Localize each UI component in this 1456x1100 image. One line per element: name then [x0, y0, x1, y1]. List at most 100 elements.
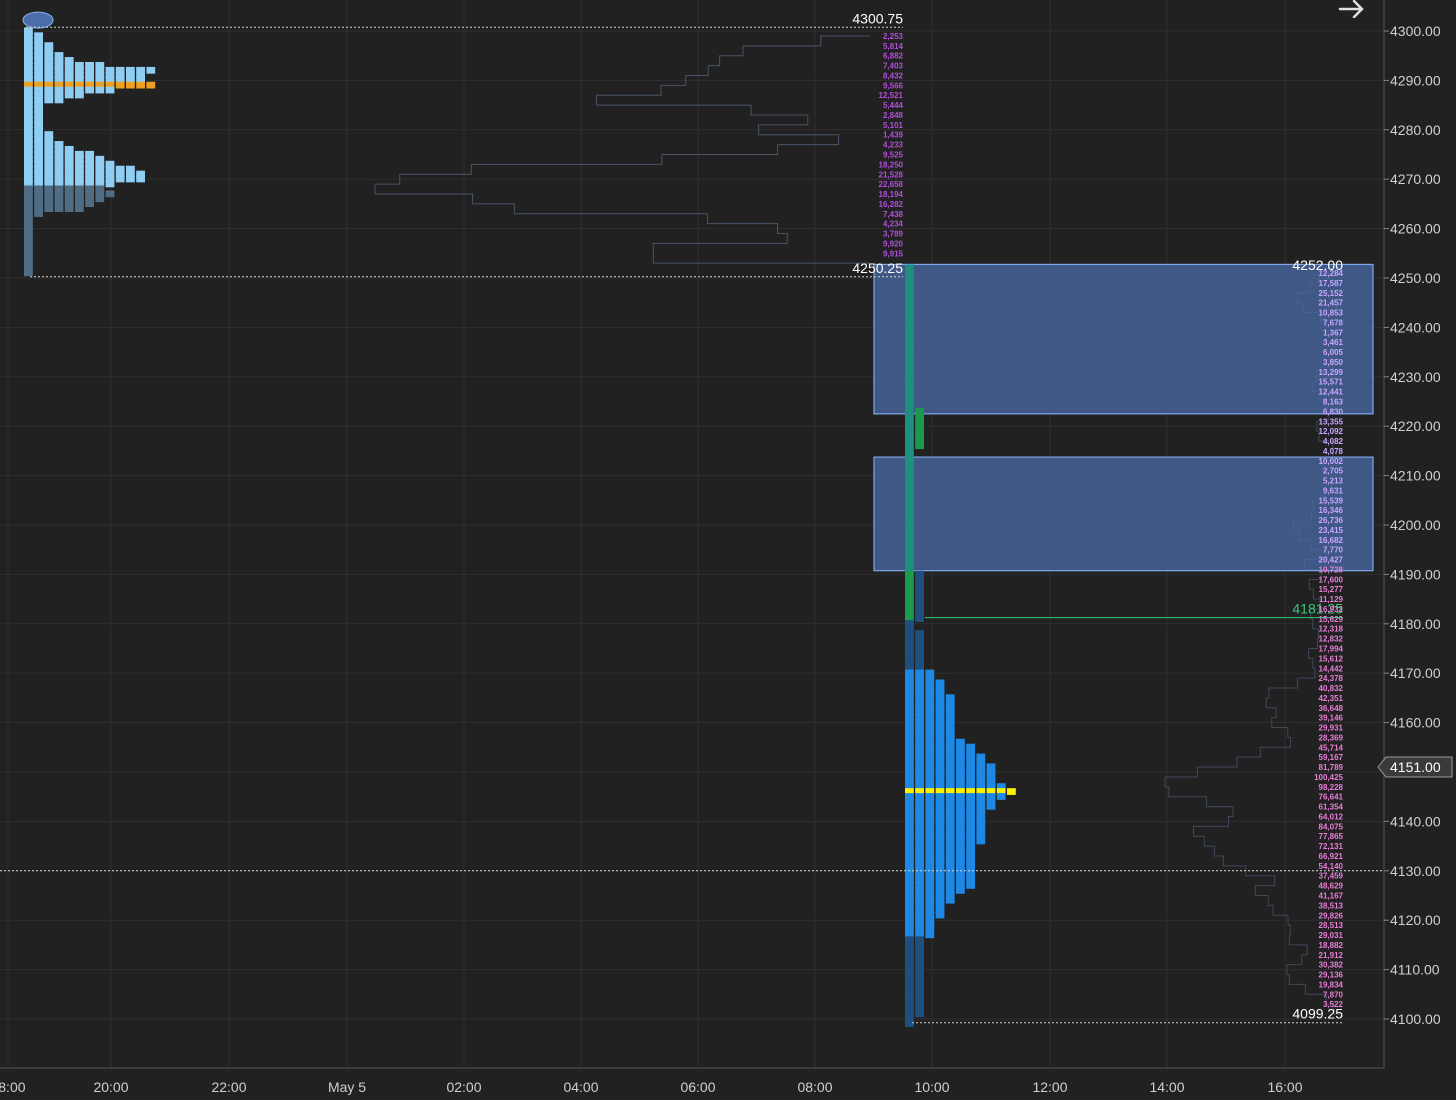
tpo-block: [905, 679, 914, 687]
tpo-block: [136, 66, 145, 74]
tpo-block: [915, 669, 924, 677]
time-axis-label: 18:00: [0, 1079, 26, 1095]
tpo-block: [905, 822, 914, 830]
tpo-block: [935, 793, 945, 800]
tpo-block: [945, 817, 955, 825]
tpo-block: [945, 699, 955, 706]
tpo-block: [905, 595, 914, 603]
tpo-block: [64, 200, 74, 208]
tpo-block: [75, 155, 84, 163]
tpo-block: [24, 37, 33, 45]
tpo-block: [44, 96, 54, 104]
tpo-block: [935, 891, 945, 899]
tpo-block: [905, 580, 914, 588]
tpo-block: [935, 812, 945, 820]
tpo-block: [956, 822, 965, 830]
volume-label: 9,525: [883, 151, 904, 160]
tpo-block: [64, 57, 74, 64]
tpo-block: [905, 392, 914, 400]
tpo-block: [24, 101, 33, 109]
tpo-block: [905, 837, 914, 845]
tpo-block: [925, 669, 935, 677]
tpo-block: [925, 817, 935, 825]
volume-label: 12,284: [1319, 269, 1344, 278]
volume-label: 4,233: [883, 141, 904, 150]
tpo-block: [915, 1010, 924, 1018]
tpo-block: [935, 906, 945, 914]
tpo-block: [95, 160, 105, 168]
session2-tpo-profile: [905, 264, 1016, 1028]
tpo-block: [915, 842, 924, 850]
price-axis[interactable]: 4300.00 4290.00 4280.00 4270.00 4260.00 4250.…: [1384, 23, 1441, 1027]
tpo-block: [905, 669, 914, 677]
tpo-block: [956, 798, 965, 805]
tpo-block: [95, 86, 105, 94]
tpo-block: [105, 175, 115, 183]
tpo-block: [146, 81, 156, 89]
tpo-block: [976, 768, 986, 776]
tpo-block: [64, 155, 74, 163]
tpo-block: [85, 175, 94, 183]
tpo-block: [986, 763, 996, 771]
tpo-block: [915, 630, 924, 637]
tpo-block: [85, 150, 94, 158]
tpo-block: [915, 911, 924, 919]
tpo-block: [915, 635, 924, 642]
tpo-block: [935, 743, 945, 751]
tpo-block: [54, 200, 64, 208]
tpo-block: [935, 911, 945, 919]
volume-label: 3,789: [883, 230, 904, 239]
tpo-block: [976, 778, 986, 786]
tpo-block: [54, 155, 64, 163]
tpo-block: [34, 111, 43, 119]
tpo-block: [24, 195, 33, 203]
tpo-block: [24, 61, 33, 69]
volume-label: 29,931: [1319, 724, 1344, 733]
tpo-block: [915, 1000, 924, 1008]
tpo-block: [64, 81, 74, 89]
tpo-block: [905, 299, 914, 306]
tpo-block: [64, 190, 74, 198]
volume-label: 59,167: [1319, 753, 1344, 762]
arrow-right-icon[interactable]: [1334, 0, 1370, 19]
tpo-block: [24, 180, 33, 188]
time-axis-label: 06:00: [680, 1079, 715, 1095]
tpo-block: [44, 160, 54, 168]
tpo-block: [945, 882, 955, 889]
tpo-block: [34, 101, 43, 109]
tpo-block: [945, 778, 955, 786]
tpo-block: [956, 817, 965, 825]
tpo-block: [925, 793, 935, 800]
tpo-block: [945, 896, 955, 904]
tpo-block: [976, 758, 986, 766]
tpo-block: [925, 733, 935, 741]
time-axis[interactable]: 18:00 20:00 22:00 May 5 02:00 04:00 06:00 08:00…: [0, 1079, 1303, 1095]
tpo-block: [915, 704, 924, 711]
tpo-block: [956, 882, 965, 889]
tpo-block: [24, 155, 33, 163]
tpo-block: [925, 783, 935, 790]
price-axis-label: 4250.00: [1390, 270, 1441, 286]
tpo-block: [956, 812, 965, 820]
tpo-block: [986, 788, 996, 795]
tpo-block: [905, 635, 914, 642]
tpo-block: [966, 852, 975, 860]
tpo-block: [915, 941, 924, 949]
tpo-block: [64, 170, 74, 178]
tpo-block: [905, 516, 914, 524]
tpo-block: [915, 407, 924, 415]
tpo-block: [915, 684, 924, 692]
tpo-block: [915, 432, 924, 440]
tpo-block: [44, 185, 54, 193]
tpo-block: [24, 27, 33, 35]
tpo-block: [966, 807, 975, 815]
tpo-block: [64, 86, 74, 94]
tpo-block: [85, 180, 94, 188]
tpo-block: [34, 61, 43, 69]
price-axis-label: 4300.00: [1390, 23, 1441, 39]
tpo-block: [905, 936, 914, 944]
tpo-block: [915, 832, 924, 840]
volume-label: 9,915: [883, 249, 904, 258]
tpo-block: [915, 951, 924, 958]
tpo-block: [905, 773, 914, 781]
